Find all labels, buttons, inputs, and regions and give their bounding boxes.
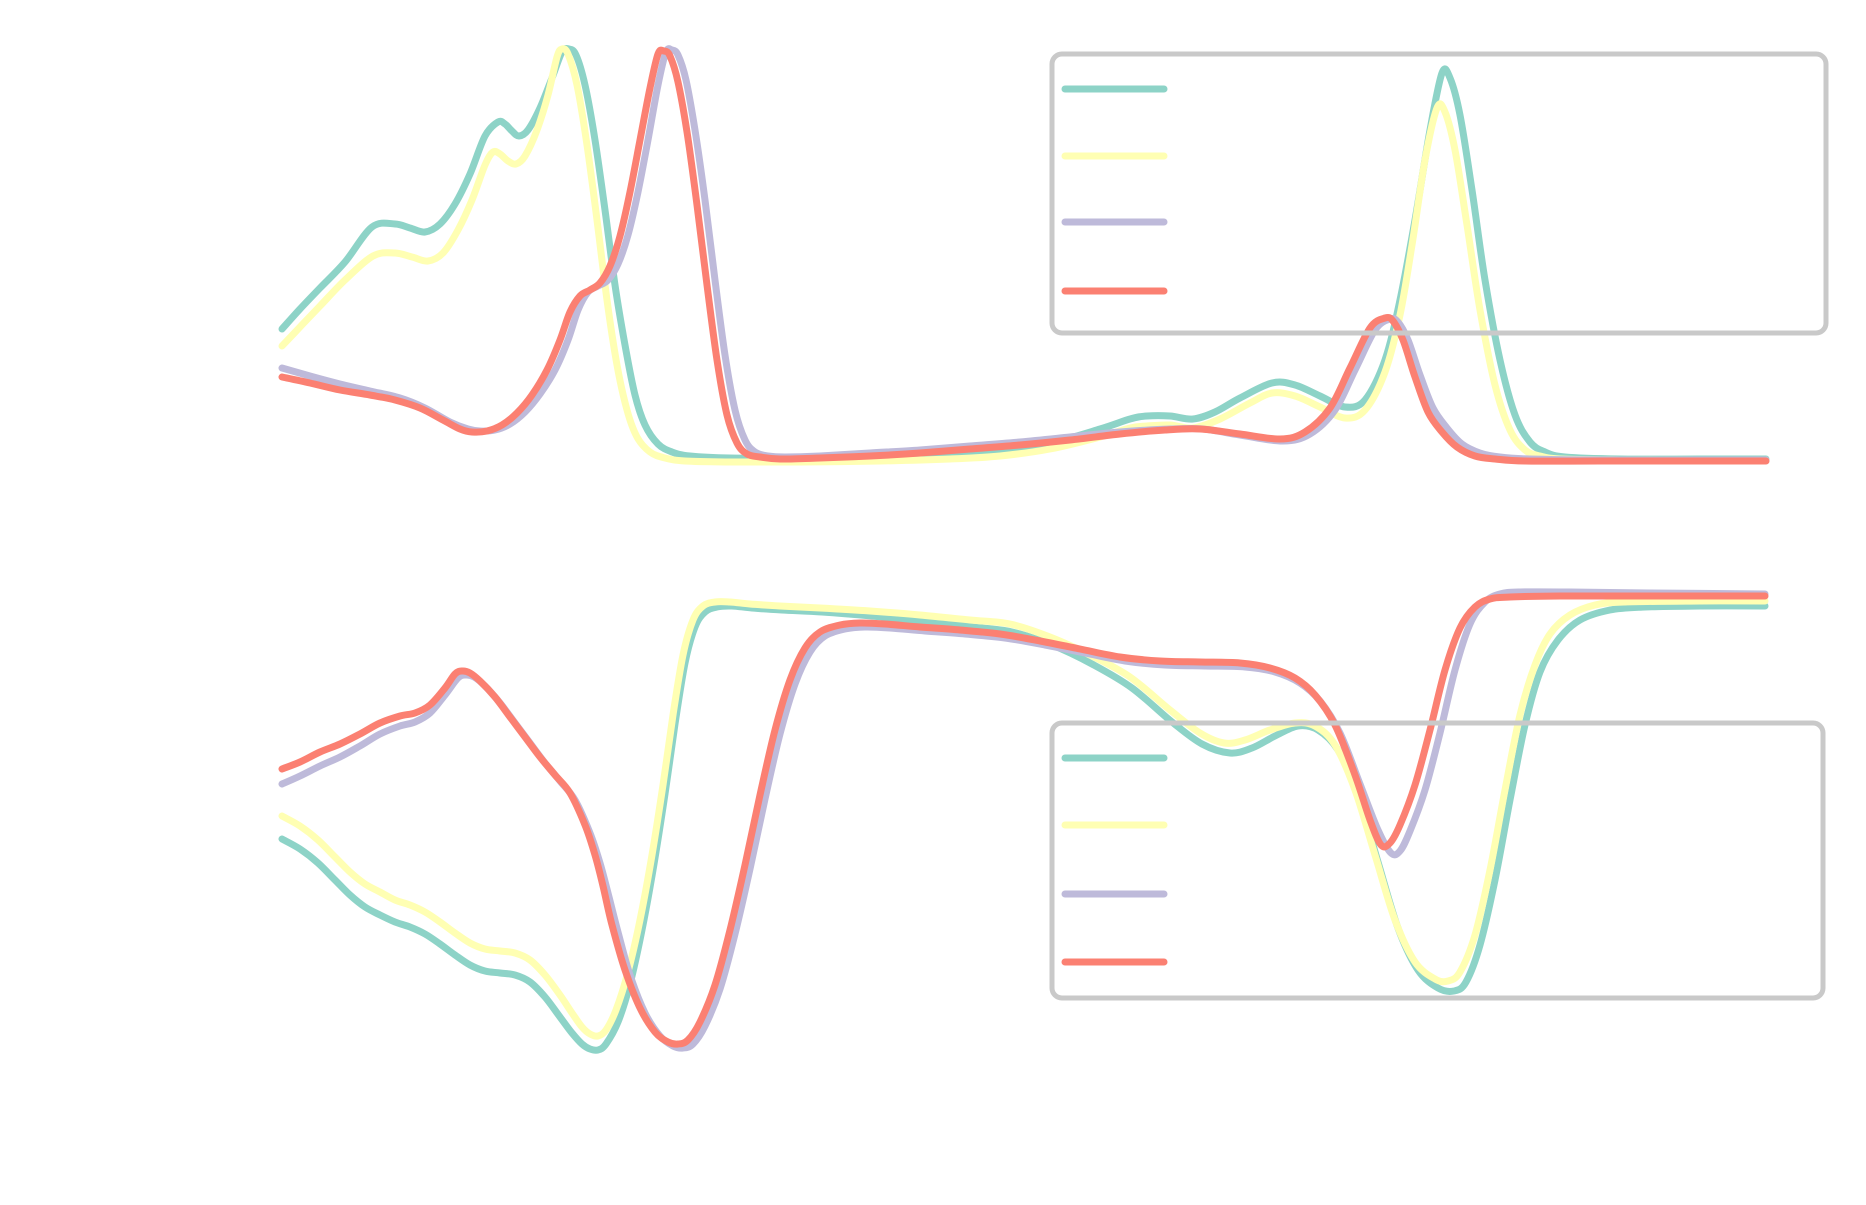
top-subplot bbox=[278, 44, 1829, 466]
bottom-panel-series-teal-line bbox=[278, 602, 1769, 1054]
bottom-subplot bbox=[278, 588, 1826, 1054]
top-legend-box bbox=[1049, 51, 1829, 336]
bottom-legend-box bbox=[1049, 720, 1826, 1001]
bottom-panel-series-salmon-line bbox=[278, 592, 1769, 1048]
top-panel-legend-frame bbox=[1049, 51, 1829, 336]
bottom-panel-legend-frame bbox=[1049, 720, 1826, 1001]
top-panel-series-yellow-line bbox=[278, 45, 1770, 466]
bottom-panel-series-yellow-line bbox=[278, 597, 1769, 1040]
bottom-subplot-curves bbox=[278, 588, 1769, 1054]
